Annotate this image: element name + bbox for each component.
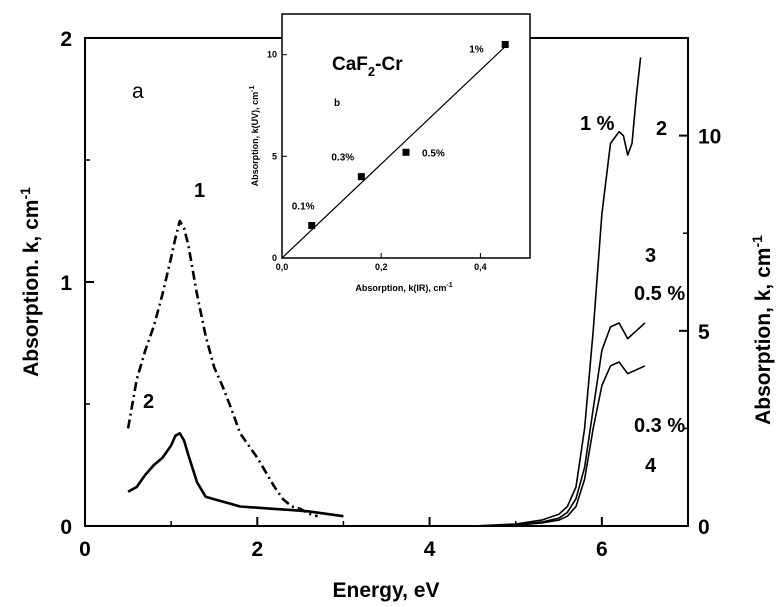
inset-series-group: 0.1% 0.3% 0.5% 1% bbox=[281, 41, 509, 259]
x-tick-label: 4 bbox=[424, 538, 436, 561]
inset-point-label: 0.3% bbox=[331, 153, 354, 164]
inset-data-point bbox=[402, 148, 410, 156]
y-left-tick-label: 0 bbox=[60, 516, 72, 539]
main-labels-group: 1 2 2 1 % 3 0.5 % 0.3 % 4 bbox=[143, 113, 685, 477]
inset-y-axis-label: Absorption, k(UV), cm-1 bbox=[249, 86, 260, 187]
y-left-tick-label: 2 bbox=[60, 28, 72, 51]
inset-y-tick-label: 5 bbox=[272, 151, 277, 161]
x-tick-label: 2 bbox=[251, 538, 263, 561]
inset-x-tick-label: 0,4 bbox=[474, 262, 487, 272]
inset-x-axis-label: Absorption, k(IR), cm-1 bbox=[355, 282, 452, 293]
curve-annotation-03pct: 0.3 % bbox=[634, 415, 685, 437]
series-line-1 bbox=[126, 219, 318, 518]
y-right-tick-label: 0 bbox=[698, 516, 710, 539]
curve-label-4: 4 bbox=[645, 455, 657, 477]
y-axis-left-label: Absorption. k, cm-1 bbox=[17, 187, 43, 377]
series-line-4 bbox=[472, 322, 646, 527]
inset-point-label: 1% bbox=[469, 45, 484, 56]
inset-y-tick-label: 0 bbox=[272, 253, 277, 263]
series-line-5 bbox=[515, 361, 646, 526]
inset-y-tick-label: 10 bbox=[267, 50, 277, 60]
curve-annotation-05pct: 0.5 % bbox=[634, 283, 685, 305]
main-plot-panel: 0 2 4 6 0 1 2 0 5 10 1 2 2 1 % 3 0.5 % 0.3 % 4 Energy, e… bbox=[17, 28, 775, 602]
y-left-tick-label: 1 bbox=[60, 272, 72, 295]
curve-label-2-right: 2 bbox=[656, 118, 667, 140]
y-axis-right-label: Absorption, k, cm-1 bbox=[749, 235, 775, 425]
inset-data-point bbox=[357, 173, 365, 181]
panel-label-a: a bbox=[132, 80, 144, 103]
x-axis-label: Energy, eV bbox=[333, 579, 440, 602]
inset-point-label: 0.1% bbox=[292, 201, 315, 212]
y-right-tick-label: 5 bbox=[698, 321, 710, 344]
inset-title: CaF2-Cr bbox=[332, 54, 403, 79]
inset-data-point bbox=[501, 41, 509, 48]
x-tick-label: 6 bbox=[596, 538, 608, 561]
inset-data-point bbox=[308, 221, 316, 229]
inset-plot-frame bbox=[281, 13, 531, 259]
inset-x-tick-label: 0,0 bbox=[276, 262, 289, 272]
inset-axis-ticks: 0,0 0,2 0,4 0 5 10 bbox=[267, 50, 487, 272]
main-series-group bbox=[126, 57, 646, 527]
inset-fit-line bbox=[281, 46, 506, 259]
inset-point-label: 0.5% bbox=[422, 148, 445, 159]
curve-label-2-left: 2 bbox=[143, 391, 154, 413]
curve-annotation-1pct: 1 % bbox=[580, 113, 615, 135]
curve-label-3: 3 bbox=[645, 245, 656, 267]
curve-label-1: 1 bbox=[194, 180, 205, 202]
y-right-tick-label: 10 bbox=[698, 126, 721, 149]
series-line-2 bbox=[127, 431, 344, 518]
series-line-3 bbox=[472, 57, 642, 527]
inset-x-tick-label: 0,2 bbox=[375, 262, 388, 272]
inset-plot-panel: 0,0 0,2 0,4 0 5 10 0.1% 0.3% 0.5% 1% CaF2-Cr b A… bbox=[249, 13, 531, 293]
inset-panel-label-b: b bbox=[334, 98, 340, 109]
x-tick-label: 0 bbox=[79, 538, 91, 561]
